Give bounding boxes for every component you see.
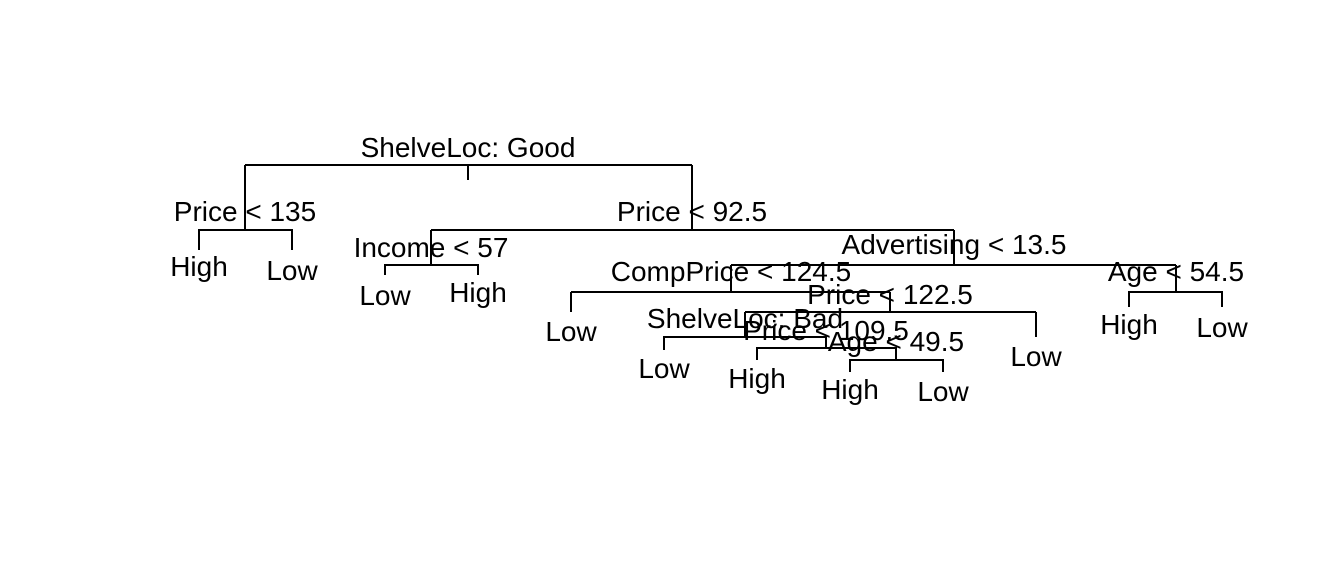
leaf-label-age-54-5-left: High <box>1100 309 1158 340</box>
edge-age-49-5 <box>849 359 944 372</box>
split-label-price-109-5: Price < 109.5 <box>743 315 909 346</box>
edge-price-135 <box>198 229 293 250</box>
edge-age-54-5 <box>1128 291 1223 307</box>
split-label-income-57: Income < 57 <box>354 232 509 263</box>
tree-edges <box>198 164 1223 372</box>
edge-root <box>244 164 693 230</box>
split-label-compprice-124-5: CompPrice < 124.5 <box>611 256 851 287</box>
edge-price-92-5 <box>430 229 955 265</box>
leaf-label-age-49-5-left: High <box>821 374 879 405</box>
leaf-label-price-135-right: Low <box>266 255 318 286</box>
leaf-label-price-122-5-right: Low <box>1010 341 1062 372</box>
edge-price-109-5 <box>756 347 897 360</box>
split-label-price-122-5: Price < 122.5 <box>807 279 973 310</box>
leaf-label-price-135-left: High <box>170 251 228 282</box>
split-label-age-54-5: Age < 54.5 <box>1108 256 1244 287</box>
leaf-label-income-57-left: Low <box>359 280 411 311</box>
leaf-label-income-57-right: High <box>449 277 507 308</box>
edge-compprice-124-5 <box>570 291 891 312</box>
split-label-advertising-13-5: Advertising < 13.5 <box>842 229 1067 260</box>
edge-price-122-5 <box>744 311 1037 337</box>
edge-advertising-13-5 <box>730 264 1177 292</box>
split-label-price-92-5: Price < 92.5 <box>617 196 767 227</box>
split-label-shelveloc-bad: ShelveLoc: Bad <box>647 303 843 334</box>
edge-income-57 <box>384 264 479 275</box>
leaf-label-compprice-124-5-left: Low <box>545 316 597 347</box>
edge-shelveloc-bad <box>663 336 827 350</box>
leaf-label-age-54-5-right: Low <box>1196 312 1248 343</box>
leaf-label-age-49-5-right: Low <box>917 376 969 407</box>
split-labels: ShelveLoc: Good Price < 135 Price < 92.5… <box>174 132 1244 357</box>
leaf-label-shelveloc-bad-left: Low <box>638 353 690 384</box>
leaf-labels: High Low Low High Low Low High High Low … <box>170 251 1248 407</box>
split-label-age-49-5: Age < 49.5 <box>828 326 964 357</box>
split-label-root: ShelveLoc: Good <box>361 132 576 163</box>
split-label-price-135: Price < 135 <box>174 196 316 227</box>
leaf-label-price-109-5-left: High <box>728 363 786 394</box>
